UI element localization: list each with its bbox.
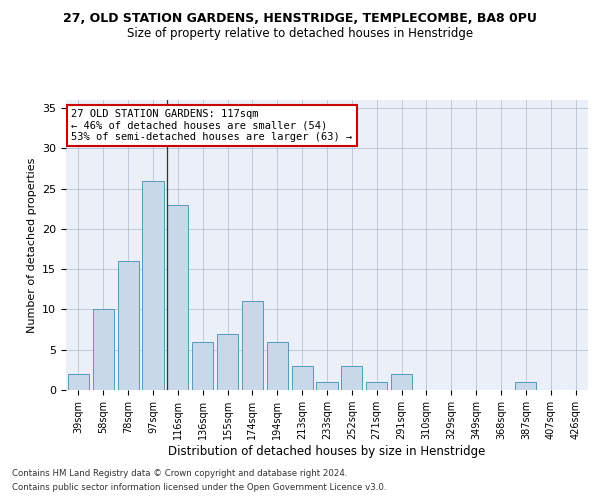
Bar <box>192 342 213 390</box>
Bar <box>242 302 263 390</box>
Bar <box>515 382 536 390</box>
Bar <box>217 334 238 390</box>
Text: Contains public sector information licensed under the Open Government Licence v3: Contains public sector information licen… <box>12 484 386 492</box>
Bar <box>341 366 362 390</box>
Bar <box>366 382 387 390</box>
Bar <box>391 374 412 390</box>
Y-axis label: Number of detached properties: Number of detached properties <box>26 158 37 332</box>
Bar <box>292 366 313 390</box>
Bar <box>316 382 338 390</box>
Text: 27 OLD STATION GARDENS: 117sqm
← 46% of detached houses are smaller (54)
53% of : 27 OLD STATION GARDENS: 117sqm ← 46% of … <box>71 108 352 142</box>
Text: Size of property relative to detached houses in Henstridge: Size of property relative to detached ho… <box>127 28 473 40</box>
Bar <box>167 204 188 390</box>
Bar <box>267 342 288 390</box>
Bar <box>68 374 89 390</box>
X-axis label: Distribution of detached houses by size in Henstridge: Distribution of detached houses by size … <box>169 445 485 458</box>
Bar <box>142 180 164 390</box>
Text: Contains HM Land Registry data © Crown copyright and database right 2024.: Contains HM Land Registry data © Crown c… <box>12 468 347 477</box>
Bar <box>118 261 139 390</box>
Bar <box>93 310 114 390</box>
Text: 27, OLD STATION GARDENS, HENSTRIDGE, TEMPLECOMBE, BA8 0PU: 27, OLD STATION GARDENS, HENSTRIDGE, TEM… <box>63 12 537 26</box>
